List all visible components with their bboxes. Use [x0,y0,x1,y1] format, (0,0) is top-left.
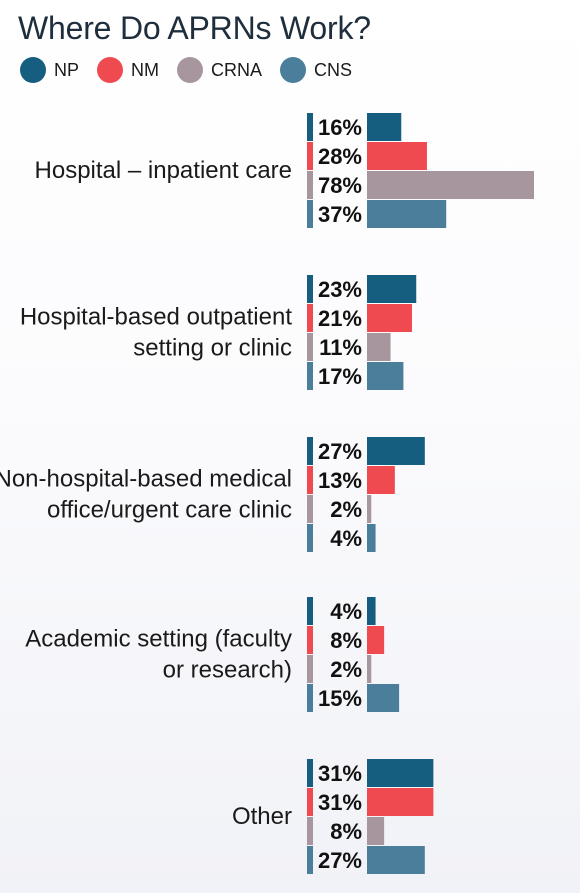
legend-swatch-cns [280,57,307,83]
series-strip-cns-hospital-based-outpatient-setting-or-clinic [307,362,313,390]
category-label-other: Other [232,803,292,830]
value-label-crna-academic-setting-faculty-or-research: 2% [330,657,362,682]
value-label-np-other: 31% [318,761,362,786]
bar-crna-hospital-based-outpatient-setting-or-clinic [367,333,391,361]
series-strip-crna-hospital-inpatient-care [307,171,313,199]
legend-item-cns: CNS [280,57,352,83]
series-strip-crna-non-hospital-based-medical-office-urgent-care-clinic [307,495,313,523]
series-strip-nm-non-hospital-based-medical-office-urgent-care-clinic [307,466,313,494]
bar-cns-non-hospital-based-medical-office-urgent-care-clinic [367,524,376,552]
bar-crna-other [367,817,385,845]
value-label-crna-non-hospital-based-medical-office-urgent-care-clinic: 2% [330,497,362,522]
bar-nm-hospital-based-outpatient-setting-or-clinic [367,304,412,332]
value-label-crna-hospital-inpatient-care: 78% [318,173,362,198]
legend-label-crna: CRNA [211,59,263,80]
series-strip-cns-hospital-inpatient-care [307,200,313,228]
series-strip-np-hospital-based-outpatient-setting-or-clinic [307,275,313,303]
series-strip-np-hospital-inpatient-care [307,113,313,141]
series-strip-nm-hospital-based-outpatient-setting-or-clinic [307,304,313,332]
bar-nm-non-hospital-based-medical-office-urgent-care-clinic [367,466,395,494]
category-label-non-hospital-based-medical-office-urgent-care-clinic: Non-hospital-based medical office/urgent … [0,465,292,523]
legend-label-np: NP [54,59,80,80]
legend-label-nm: NM [131,59,160,80]
legend-swatch-np [20,57,46,83]
bar-nm-academic-setting-faculty-or-research [367,626,385,654]
value-label-np-academic-setting-faculty-or-research: 4% [330,599,362,624]
legend-label-cns: CNS [314,59,353,80]
legend-item-nm: NM [97,57,159,83]
series-strip-nm-academic-setting-faculty-or-research [307,626,313,654]
legend-item-crna: CRNA [177,57,262,83]
legend-swatch-nm [97,57,124,83]
legend-item-np: NP [20,57,79,83]
series-strip-nm-hospital-inpatient-care [307,142,313,170]
value-label-nm-academic-setting-faculty-or-research: 8% [330,628,362,653]
bar-np-academic-setting-faculty-or-research [367,597,376,625]
chart-title: Where Do APRNs Work? [18,10,371,46]
value-label-cns-hospital-inpatient-care: 37% [318,202,362,227]
bar-np-hospital-inpatient-care [367,113,402,141]
value-label-cns-non-hospital-based-medical-office-urgent-care-clinic: 4% [330,526,362,551]
value-label-cns-other: 27% [318,848,362,873]
series-strip-np-non-hospital-based-medical-office-urgent-care-clinic [307,437,313,465]
value-label-nm-hospital-inpatient-care: 28% [318,144,362,169]
series-strip-crna-hospital-based-outpatient-setting-or-clinic [307,333,313,361]
bar-crna-hospital-inpatient-care [367,171,534,199]
bar-np-other [367,759,434,787]
category-label-hospital-inpatient-care: Hospital – inpatient care [35,157,292,184]
value-label-cns-academic-setting-faculty-or-research: 15% [318,686,362,711]
value-label-np-hospital-based-outpatient-setting-or-clinic: 23% [318,277,362,302]
value-label-crna-other: 8% [330,819,362,844]
series-strip-cns-other [307,846,313,874]
series-strip-crna-academic-setting-faculty-or-research [307,655,313,683]
series-strip-np-other [307,759,313,787]
legend: NP NM CRNA CNS [20,56,352,84]
value-label-crna-hospital-based-outpatient-setting-or-clinic: 11% [319,335,362,360]
series-strip-crna-other [307,817,313,845]
legend-swatch-crna [177,57,204,83]
value-label-nm-non-hospital-based-medical-office-urgent-care-clinic: 13% [318,468,362,493]
bar-np-hospital-based-outpatient-setting-or-clinic [367,275,417,303]
value-label-nm-other: 31% [318,790,362,815]
bar-cns-academic-setting-faculty-or-research [367,684,400,712]
series-strip-np-academic-setting-faculty-or-research [307,597,313,625]
bar-nm-hospital-inpatient-care [367,142,427,170]
value-label-cns-hospital-based-outpatient-setting-or-clinic: 17% [318,364,362,389]
bar-cns-hospital-based-outpatient-setting-or-clinic [367,362,404,390]
bar-nm-other [367,788,434,816]
series-strip-cns-academic-setting-faculty-or-research [307,684,313,712]
bar-cns-other [367,846,425,874]
value-label-nm-hospital-based-outpatient-setting-or-clinic: 21% [318,306,362,331]
series-strip-nm-other [307,788,313,816]
bar-np-non-hospital-based-medical-office-urgent-care-clinic [367,437,425,465]
series-strip-cns-non-hospital-based-medical-office-urgent-care-clinic [307,524,313,552]
value-label-np-non-hospital-based-medical-office-urgent-care-clinic: 27% [318,439,362,464]
bar-crna-non-hospital-based-medical-office-urgent-care-clinic [367,495,372,523]
value-label-np-hospital-inpatient-care: 16% [318,115,362,140]
bar-cns-hospital-inpatient-care [367,200,447,228]
bar-crna-academic-setting-faculty-or-research [367,655,372,683]
category-label-academic-setting-faculty-or-research: Academic setting (faculty or research) [25,625,292,683]
category-label-hospital-based-outpatient-setting-or-clinic: Hospital-based outpatient setting or clin… [20,303,293,361]
